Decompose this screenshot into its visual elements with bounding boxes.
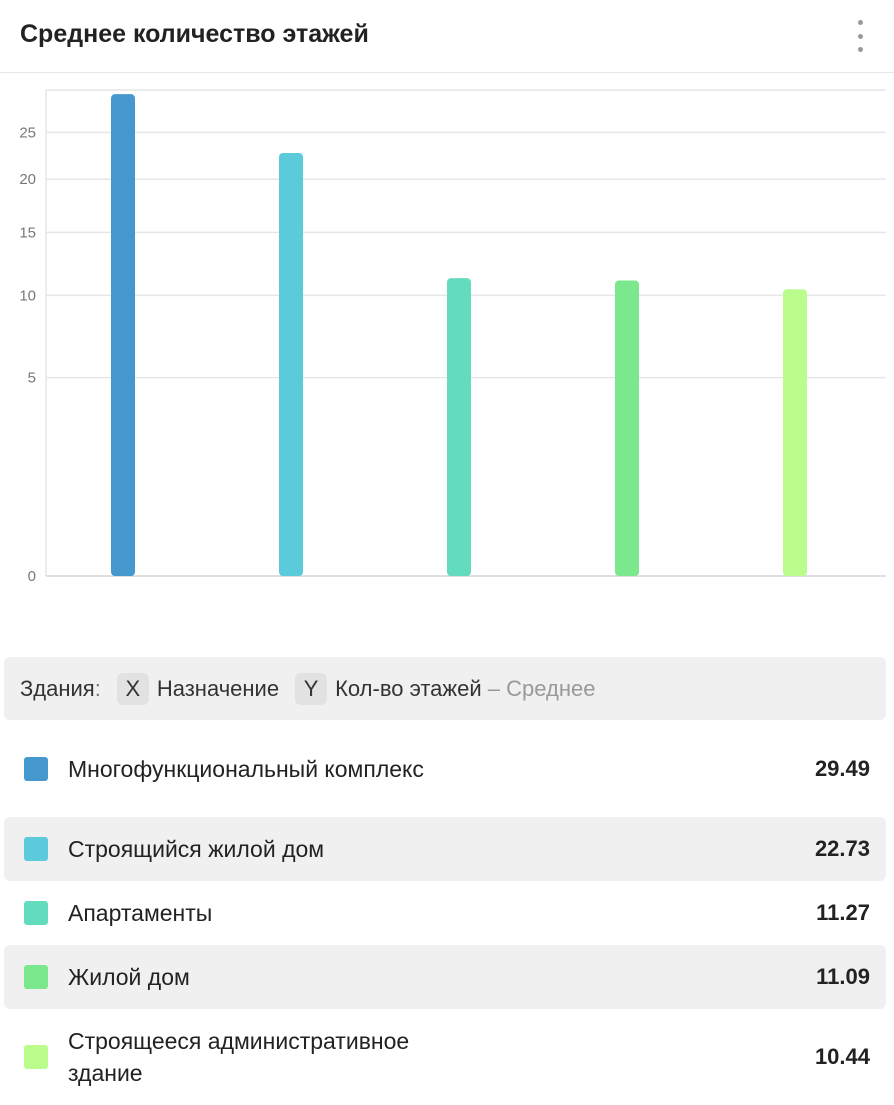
- more-options-icon[interactable]: [846, 20, 874, 52]
- legend-swatch: [24, 837, 48, 861]
- legend-value: 11.27: [816, 900, 870, 925]
- y-tick-label: 5: [28, 370, 36, 387]
- bar[interactable]: [447, 278, 471, 576]
- legend-value: 29.49: [814, 756, 870, 781]
- legend-label: Строящееся административное здание: [68, 1028, 410, 1086]
- legend-row[interactable]: Строящийся жилой дом 22.73: [4, 817, 886, 881]
- legend-label: Апартаменты: [68, 900, 213, 926]
- legend-value: 11.09: [816, 964, 870, 989]
- y-axis-aggregation: – Среднее: [487, 675, 596, 701]
- legend-swatch: [24, 901, 48, 925]
- legend-row[interactable]: Апартаменты 11.27: [4, 881, 886, 945]
- bar-chart: 0 5 10 15 20 25: [19, 89, 886, 585]
- x-axis-badge: X: [116, 672, 149, 705]
- legend-label: Жилой дом: [68, 964, 190, 990]
- y-axis-badge: Y: [295, 672, 328, 705]
- bar[interactable]: [615, 280, 639, 576]
- legend-row[interactable]: Строящееся административное здание 10.44: [4, 1009, 886, 1105]
- legend-swatch: [24, 1045, 48, 1069]
- x-axis-field: Назначение: [156, 675, 280, 701]
- y-tick-label: 10: [19, 287, 36, 304]
- legend-swatch: [24, 965, 48, 989]
- bar[interactable]: [783, 289, 807, 576]
- legend-row[interactable]: Жилой дом 11.09: [4, 945, 886, 1009]
- bar[interactable]: [111, 94, 135, 576]
- widget-header: Среднее количество этажей: [0, 0, 894, 73]
- y-tick-label: 15: [19, 224, 36, 241]
- y-axis-field: Кол-во этажей: [335, 675, 482, 701]
- y-tick-label: 20: [19, 171, 36, 188]
- widget-title: Среднее количество этажей: [20, 20, 369, 48]
- legend-label: Строящийся жилой дом: [68, 836, 325, 862]
- legend-value: 22.73: [814, 836, 870, 861]
- legend-table: Многофункциональный комплекс 29.49 Строя…: [4, 721, 886, 1105]
- bar[interactable]: [279, 152, 303, 576]
- y-tick-label: 25: [19, 124, 36, 141]
- dataset-label: Здания: [20, 675, 95, 701]
- legend-row[interactable]: Многофункциональный комплекс 29.49: [4, 721, 886, 817]
- legend-value: 10.44: [814, 1044, 870, 1069]
- y-tick-label: 0: [28, 568, 36, 585]
- axes-summary: Здания: X Назначение Y Кол-во этажей – С…: [4, 657, 886, 720]
- legend-swatch: [24, 757, 48, 781]
- legend-label: Многофункциональный комплекс: [68, 756, 424, 782]
